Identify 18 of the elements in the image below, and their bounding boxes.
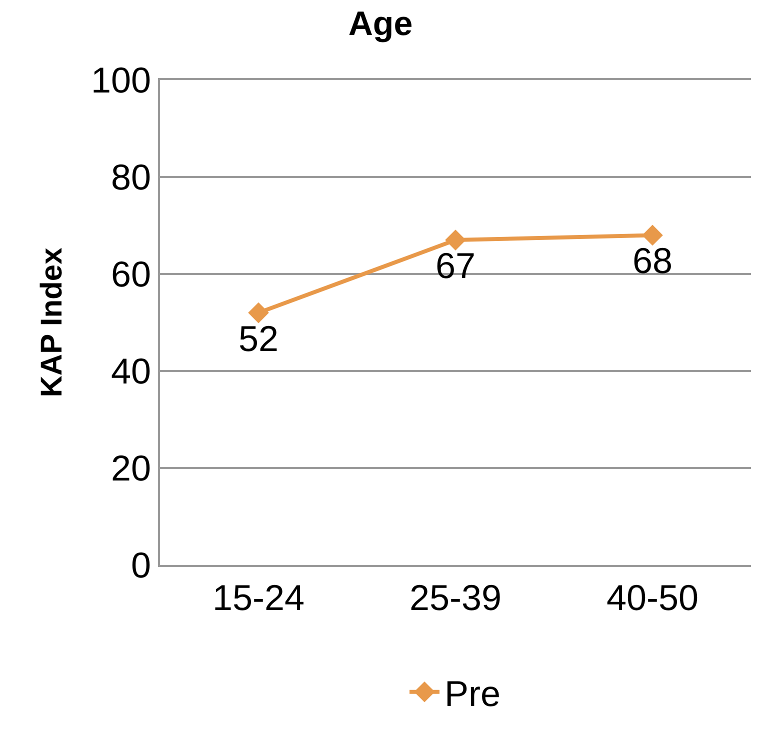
data-label: 68 — [632, 240, 673, 282]
y-tick-label: 80 — [111, 156, 152, 198]
y-tick-label: 40 — [111, 350, 152, 392]
chart-title: Age — [348, 4, 413, 43]
legend-label: Pre — [444, 672, 501, 714]
y-tick-label: 60 — [111, 254, 152, 295]
data-label: 52 — [238, 318, 279, 359]
y-tick-label: 20 — [111, 448, 152, 489]
y-axis-title: KAP Index — [35, 247, 68, 398]
x-tick-label: 15-24 — [212, 576, 305, 618]
x-tick-label: 25-39 — [409, 576, 502, 618]
y-tick-label: 100 — [90, 60, 152, 101]
y-tick-label: 0 — [131, 544, 152, 586]
data-label: 67 — [435, 245, 476, 286]
point — [248, 302, 269, 324]
x-tick-label: 40-50 — [606, 576, 699, 618]
point — [642, 224, 663, 246]
point — [445, 230, 466, 250]
